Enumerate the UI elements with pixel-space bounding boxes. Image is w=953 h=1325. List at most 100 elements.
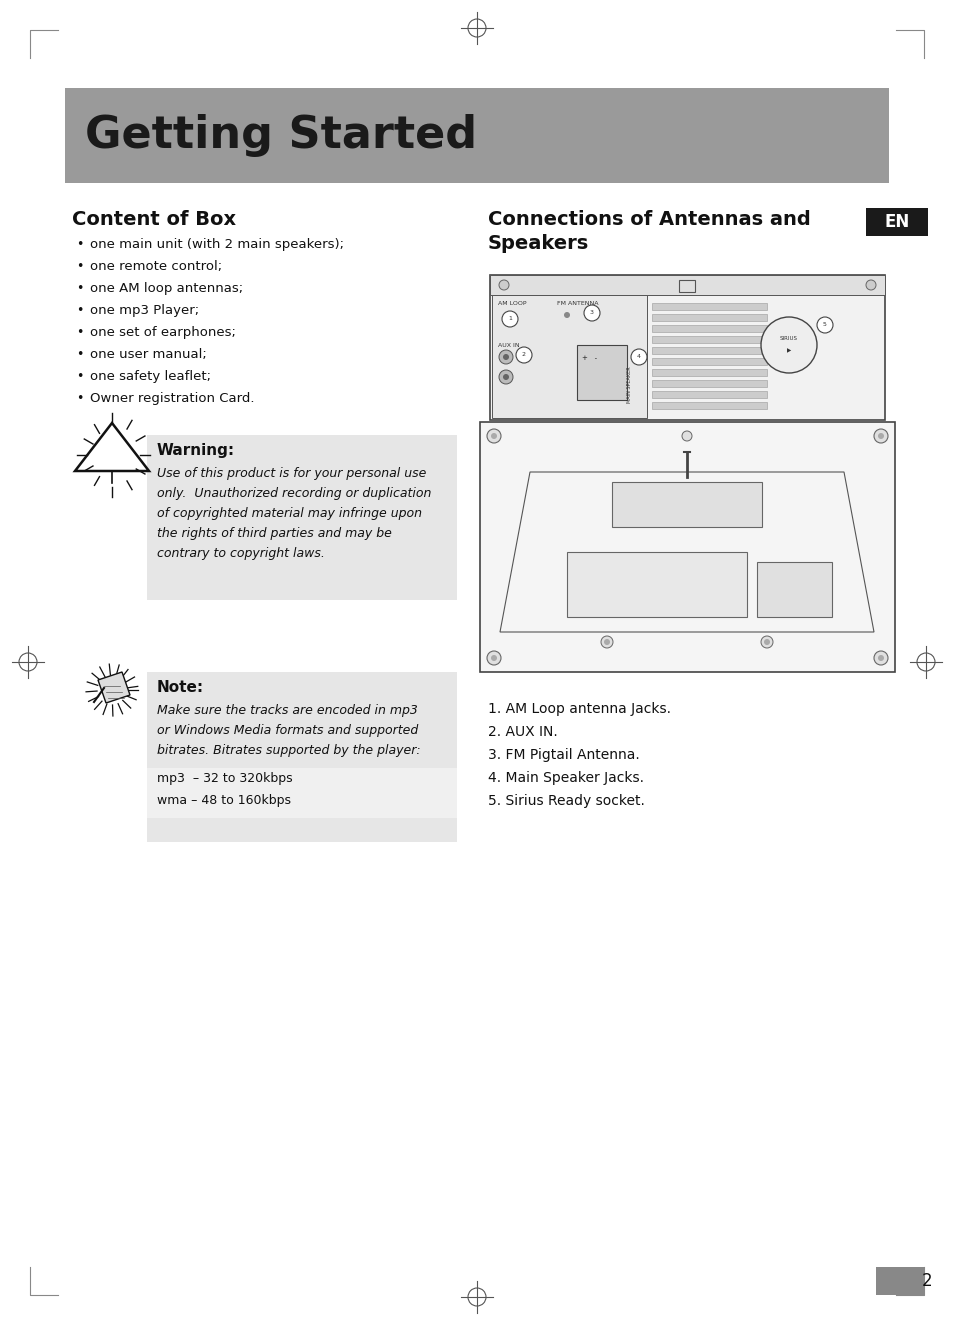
Text: one set of earphones;: one set of earphones;: [90, 326, 235, 339]
Circle shape: [498, 350, 513, 364]
Text: one AM loop antennas;: one AM loop antennas;: [90, 282, 243, 295]
Text: 4: 4: [637, 355, 640, 359]
Text: Warning:: Warning:: [157, 443, 234, 458]
Text: EN: EN: [883, 213, 908, 231]
Text: one main unit (with 2 main speakers);: one main unit (with 2 main speakers);: [90, 238, 344, 250]
Bar: [651, 347, 766, 354]
Bar: [651, 337, 766, 343]
Bar: [651, 358, 766, 364]
Text: of copyrighted material may infringe upon: of copyrighted material may infringe upo…: [157, 507, 421, 519]
Text: Speakers: Speakers: [488, 235, 589, 253]
Text: or Windows Media formats and supported: or Windows Media formats and supported: [157, 723, 417, 737]
Text: •: •: [76, 238, 83, 250]
Bar: [651, 368, 766, 376]
Text: only.  Unauthorized recording or duplication: only. Unauthorized recording or duplicat…: [157, 488, 431, 500]
Text: 2. AUX IN.: 2. AUX IN.: [488, 725, 558, 739]
Text: Content of Box: Content of Box: [71, 209, 236, 229]
Circle shape: [486, 651, 500, 665]
Text: 1. AM Loop antenna Jacks.: 1. AM Loop antenna Jacks.: [488, 702, 670, 716]
Text: +   -: + -: [581, 355, 597, 360]
Bar: [651, 401, 766, 409]
Circle shape: [681, 431, 691, 441]
Circle shape: [491, 655, 497, 661]
Text: 4. Main Speaker Jacks.: 4. Main Speaker Jacks.: [488, 771, 643, 784]
Circle shape: [630, 348, 646, 364]
Text: •: •: [76, 326, 83, 339]
Text: •: •: [76, 348, 83, 360]
Bar: [65, 87, 888, 183]
Text: 3. FM Pigtail Antenna.: 3. FM Pigtail Antenna.: [488, 749, 639, 762]
Polygon shape: [98, 672, 130, 704]
Text: Getting Started: Getting Started: [85, 114, 477, 156]
Bar: [147, 768, 456, 818]
Bar: [651, 325, 766, 333]
Bar: [651, 314, 766, 321]
Text: 2: 2: [921, 1272, 931, 1291]
Bar: [651, 303, 766, 310]
Text: one mp3 Player;: one mp3 Player;: [90, 303, 199, 317]
Bar: [757, 562, 831, 617]
Bar: [490, 276, 884, 420]
Circle shape: [873, 651, 887, 665]
Text: •: •: [76, 303, 83, 317]
Circle shape: [873, 429, 887, 443]
Circle shape: [600, 636, 613, 648]
Circle shape: [501, 311, 517, 327]
Text: Make sure the tracks are encoded in mp3: Make sure the tracks are encoded in mp3: [157, 704, 417, 717]
Circle shape: [498, 370, 513, 384]
Bar: [147, 672, 456, 841]
Text: 1: 1: [508, 317, 512, 322]
Text: 5: 5: [822, 322, 826, 327]
Circle shape: [486, 429, 500, 443]
Circle shape: [760, 317, 816, 374]
Circle shape: [877, 433, 883, 439]
Text: the rights of third parties and may be: the rights of third parties and may be: [157, 527, 392, 541]
Text: Use of this product is for your personal use: Use of this product is for your personal…: [157, 466, 426, 480]
Circle shape: [502, 374, 509, 380]
Text: AUX IN: AUX IN: [497, 343, 519, 348]
Bar: [490, 276, 884, 295]
Bar: [875, 1267, 923, 1295]
Text: one safety leaflet;: one safety leaflet;: [90, 370, 211, 383]
Text: ▶: ▶: [786, 348, 790, 354]
Circle shape: [760, 636, 772, 648]
Circle shape: [516, 347, 532, 363]
Text: 3: 3: [589, 310, 594, 315]
Text: one user manual;: one user manual;: [90, 348, 207, 360]
Text: AM LOOP: AM LOOP: [497, 301, 526, 306]
Bar: [566, 553, 746, 617]
Text: contrary to copyright laws.: contrary to copyright laws.: [157, 547, 325, 560]
Text: mp3  – 32 to 320kbps: mp3 – 32 to 320kbps: [157, 772, 293, 784]
Text: MAIN SPEAKER: MAIN SPEAKER: [626, 367, 631, 403]
Bar: [679, 280, 695, 292]
Circle shape: [763, 639, 769, 645]
Circle shape: [498, 280, 509, 290]
Bar: [479, 421, 894, 672]
Circle shape: [603, 639, 609, 645]
Text: SIRIUS: SIRIUS: [780, 337, 797, 342]
Text: wma – 48 to 160kbps: wma – 48 to 160kbps: [157, 794, 291, 807]
Bar: [147, 435, 456, 600]
Bar: [577, 344, 626, 400]
Circle shape: [865, 280, 875, 290]
Text: FM ANTENNA: FM ANTENNA: [557, 301, 598, 306]
Circle shape: [491, 433, 497, 439]
Circle shape: [563, 311, 569, 318]
Bar: [865, 208, 927, 236]
Text: •: •: [76, 370, 83, 383]
Text: Owner registration Card.: Owner registration Card.: [90, 392, 254, 405]
Bar: [651, 380, 766, 387]
Text: 2: 2: [521, 352, 525, 358]
Text: •: •: [76, 282, 83, 295]
Text: Connections of Antennas and: Connections of Antennas and: [488, 209, 810, 229]
Text: one remote control;: one remote control;: [90, 260, 222, 273]
Circle shape: [877, 655, 883, 661]
Circle shape: [502, 354, 509, 360]
Text: •: •: [76, 260, 83, 273]
Bar: [651, 391, 766, 398]
Circle shape: [583, 305, 599, 321]
Text: 5. Sirius Ready socket.: 5. Sirius Ready socket.: [488, 794, 644, 808]
Bar: [612, 482, 761, 527]
Circle shape: [816, 317, 832, 333]
Text: Note:: Note:: [157, 680, 204, 696]
